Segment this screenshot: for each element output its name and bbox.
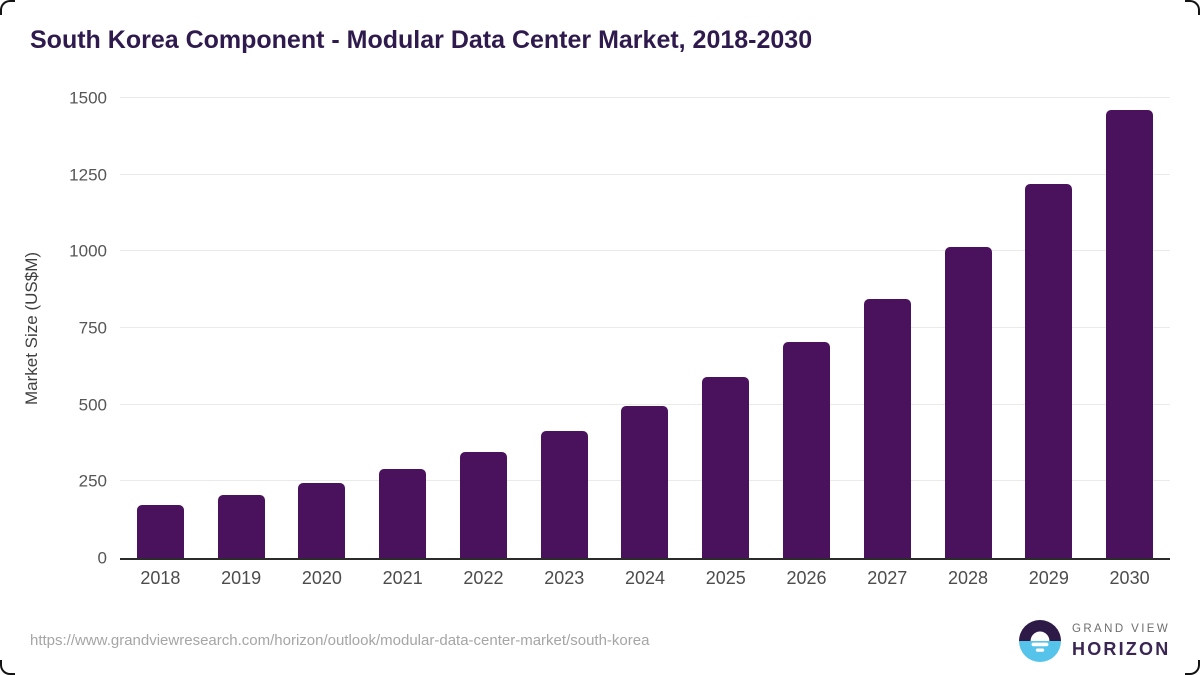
bar-2022 <box>459 451 507 558</box>
chart-title: South Korea Component - Modular Data Cen… <box>30 26 813 54</box>
bar-2028 <box>944 247 992 558</box>
bar-2027 <box>863 298 911 558</box>
gridline <box>120 327 1170 328</box>
plot-area: 0 250 500 750 1000 1250 1500 <box>69 90 1170 567</box>
x-tick-label: 2030 <box>1109 568 1150 588</box>
y-tick-label: 1250 <box>69 165 107 185</box>
y-tick-label: 500 <box>78 395 107 415</box>
rounded-corner-mark-top-right <box>1185 0 1200 15</box>
y-tick-label: 750 <box>78 318 107 338</box>
x-tick-label: 2025 <box>705 568 746 588</box>
x-tick-label: 2020 <box>301 568 342 588</box>
bar-2029 <box>1025 184 1073 558</box>
x-tick-label: 2019 <box>221 568 262 588</box>
y-tick-label: 0 <box>97 548 107 568</box>
bar-2026 <box>783 341 830 558</box>
bar-2018 <box>136 504 184 558</box>
x-tick-label: 2021 <box>382 568 423 588</box>
bars-row <box>120 98 1170 558</box>
y-tick-label: 1500 <box>69 88 107 108</box>
bar-2023 <box>540 431 588 558</box>
y-tick-label: 1000 <box>69 241 107 261</box>
x-tick-label: 2027 <box>867 568 908 588</box>
source-url: https://www.grandviewresearch.com/horizo… <box>30 632 650 649</box>
bar-2019 <box>217 494 265 558</box>
bar-2030 <box>1106 110 1154 558</box>
grand-view-horizon-logo: GRAND VIEW HORIZON <box>1019 620 1170 662</box>
gridline <box>120 403 1170 405</box>
rounded-corner-mark-bottom-left <box>0 660 15 675</box>
logo-product-line: HORIZON <box>1072 638 1171 659</box>
x-tick-label: 2028 <box>948 568 989 588</box>
bar-2020 <box>298 483 346 558</box>
y-tick-label: 250 <box>78 471 107 491</box>
x-tick-label: 2022 <box>463 568 504 588</box>
logo-brand-line: GRAND VIEW <box>1072 623 1171 636</box>
x-tick-label: 2024 <box>624 568 665 588</box>
x-tick-label: 2026 <box>786 568 827 588</box>
bar-2024 <box>621 406 669 558</box>
gridline <box>120 97 1170 98</box>
bar-2025 <box>702 376 750 558</box>
rounded-corner-mark-bottom-right <box>1185 660 1200 675</box>
x-tick-label: 2023 <box>544 568 585 588</box>
y-axis-title: Market Size (US$M) <box>22 251 41 405</box>
gridline <box>120 173 1170 175</box>
gridline <box>120 250 1170 252</box>
x-tick-label: 2018 <box>140 568 181 588</box>
rounded-corner-mark-top-left <box>0 0 15 15</box>
bar-2021 <box>379 469 427 558</box>
x-axis-tick-labels: 2018 2019 2020 2021 2022 2023 2024 2025 2026 2027… <box>120 568 1170 589</box>
logo-text: GRAND VIEW HORIZON <box>1072 624 1170 658</box>
x-tick-label: 2029 <box>1028 568 1069 588</box>
sunrise-horizon-icon <box>1019 620 1061 662</box>
